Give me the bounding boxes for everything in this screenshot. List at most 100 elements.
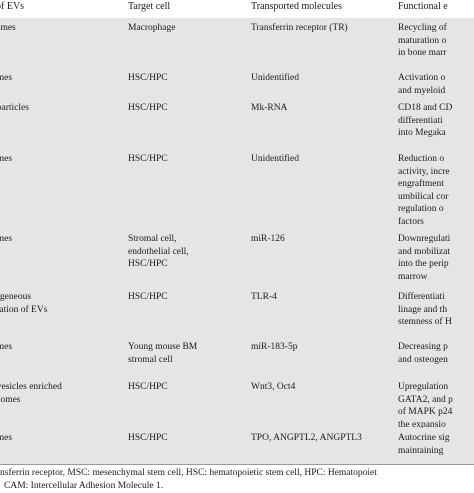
- table-cell-c1: omes: [0, 341, 110, 354]
- table-row: rogeneous ulation of EVs HSC/HPC TLR-4 Diffe…: [0, 287, 474, 338]
- cell-text-line: stromal cell: [128, 354, 173, 365]
- table-cell-c1: omes: [0, 432, 110, 445]
- cell-text-line: and osteogen: [398, 354, 448, 365]
- table-cell-c3: Transferrin receptor (TR): [251, 22, 391, 35]
- cell-text-line: into Megaka: [398, 128, 446, 139]
- table-cell-c2: HSC/HPC: [128, 291, 246, 304]
- footnote-line-2: CAM: Intercellular Adhesion Molecule 1.: [4, 481, 164, 491]
- table-cell-c3: Mk-RNA: [251, 102, 391, 115]
- table-cell-c3: miR-183-5p: [251, 341, 391, 354]
- cell-text-line: Autocrine sig: [398, 433, 450, 443]
- table-row: omes Young mouse BM stromal cell miR-183-5p…: [0, 337, 474, 378]
- cell-text-line: Unidentified: [251, 154, 300, 164]
- cell-text-line: GATA2, and p: [398, 394, 453, 405]
- cell-text-line: TPO, ANGPTL2, ANGPTL3: [251, 433, 362, 443]
- cell-text-line: the expansio: [398, 419, 446, 430]
- cell-text-line: HSC/HPC: [128, 103, 168, 113]
- table-cell-c3: Unidentified: [251, 72, 391, 85]
- cell-text-line: TLR-4: [251, 292, 277, 302]
- cell-text-line: maintaining: [398, 445, 444, 456]
- table-cell-c3: TPO, ANGPTL2, ANGPTL3: [251, 432, 391, 445]
- cell-text-line: and myeloid: [398, 85, 446, 96]
- cell-text-line: HSC/HPC: [128, 433, 168, 443]
- cell-text-line: Macrophage: [128, 23, 176, 33]
- table-row: oparticles HSC/HPC Mk-RNA CD18 and CD differ…: [0, 98, 474, 150]
- cell-text-line: Unidentified: [251, 73, 300, 83]
- table-cell-c3: TLR-4: [251, 291, 391, 304]
- cell-text-line: omes: [0, 433, 13, 443]
- cell-text-line: ovesicles enriched: [0, 382, 62, 392]
- footnote-line-1: nsferrin receptor, MSC: mesenchymal stem…: [0, 468, 377, 478]
- table-row: omes HSC/HPC TPO, ANGPTL2, ANGPTL3 Autocrin…: [0, 428, 474, 465]
- cell-text-line: HSC/HPC: [128, 259, 168, 270]
- cell-text-line: Decreasing p: [398, 342, 448, 352]
- table-cell-c2: HSC/HPC: [128, 432, 246, 445]
- table-row: omes Stromal cell, endothelial cell, HSC/HP…: [0, 229, 474, 288]
- cell-text-line: umbilical cor: [398, 191, 449, 202]
- table-cell-c4: Upregulation GATA2, and p of MAPK p24 the e…: [398, 381, 474, 431]
- cell-text-line: osomes: [0, 394, 21, 405]
- cell-text-line: in bone marr: [398, 48, 447, 59]
- table-cell-c2: Macrophage: [128, 22, 246, 35]
- header-transported-molecules: Transported molecules: [251, 1, 343, 12]
- table-cell-c1: omes: [0, 153, 110, 166]
- table-cell-c4: Differentiati linage and th stemness of H: [398, 291, 474, 329]
- cell-text-line: Transferrin receptor (TR): [251, 23, 348, 33]
- table-cell-c4: Autocrine sig maintaining: [398, 432, 474, 457]
- table-cell-c1: omes: [0, 233, 110, 246]
- cell-text-line: engraftment: [398, 179, 444, 190]
- table-row: omes HSC/HPC Unidentified Reduction o activi…: [0, 149, 474, 230]
- cell-text-line: HSC/HPC: [128, 154, 168, 164]
- table-cell-c1: rogeneous ulation of EVs: [0, 291, 110, 316]
- cell-text-line: miR-183-5p: [251, 342, 298, 352]
- cell-text-line: Differentiati: [398, 292, 445, 302]
- cell-text-line: omes: [0, 234, 13, 244]
- cell-text-line: HSC/HPC: [128, 382, 168, 392]
- table-header: of EVs Target cell Transported molecules…: [0, 0, 474, 19]
- table-cell-c3: Unidentified: [251, 153, 391, 166]
- cell-text-line: Upregulation: [398, 382, 449, 392]
- table-cell-c2: HSC/HPC: [128, 153, 246, 166]
- cell-text-line: Stromal cell,: [128, 234, 177, 244]
- header-functional-effect: Functional e: [398, 1, 448, 12]
- table-cell-c4: Decreasing p and osteogen: [398, 341, 474, 366]
- table-row: omes HSC/HPC Unidentified Activation o and m…: [0, 68, 474, 99]
- cell-text-line: regulation o: [398, 204, 444, 215]
- cell-text-line: Recycling of: [398, 23, 447, 33]
- header-ev-type: of EVs: [0, 1, 25, 12]
- cell-text-line: somes: [0, 23, 16, 33]
- cell-text-line: and mobilizat: [398, 246, 450, 257]
- cell-text-line: Mk-RNA: [251, 103, 288, 113]
- table-cell-c2: HSC/HPC: [128, 72, 246, 85]
- table-cell-c4: CD18 and CD differentiati into Megaka: [398, 102, 474, 140]
- cell-text-line: omes: [0, 73, 13, 83]
- table-cell-c1: oparticles: [0, 102, 110, 115]
- cell-text-line: endothelial cell,: [128, 246, 189, 257]
- cell-text-line: omes: [0, 154, 13, 164]
- cell-text-line: maturation o: [398, 35, 447, 46]
- cell-text-line: miR-126: [251, 234, 285, 244]
- cell-text-line: of MAPK p24: [398, 407, 453, 418]
- cell-text-line: activity, incre: [398, 166, 450, 177]
- table-cell-c4: Activation o and myeloid: [398, 72, 474, 97]
- table-cell-c3: miR-126: [251, 233, 391, 246]
- table-cell-c2: Young mouse BM stromal cell: [128, 341, 246, 366]
- cell-text-line: Downregulati: [398, 234, 451, 244]
- cell-text-line: Activation o: [398, 73, 446, 83]
- cell-text-line: into the perip: [398, 259, 449, 270]
- table-cell-c1: somes: [0, 22, 110, 35]
- table-cell-c4: Reduction o activity, incre engraftment umb…: [398, 153, 474, 229]
- cell-text-line: marrow: [398, 271, 428, 282]
- table-footnote: nsferrin receptor, MSC: mesenchymal stem…: [0, 467, 474, 493]
- table-cell-c4: Downregulati and mobilizat into the perip m…: [398, 233, 474, 283]
- table-cell-c2: HSC/HPC: [128, 381, 246, 394]
- cell-text-line: HSC/HPC: [128, 292, 168, 302]
- cell-text-line: differentiati: [398, 115, 443, 126]
- cell-text-line: Reduction o: [398, 154, 445, 164]
- cell-text-line: omes: [0, 342, 13, 352]
- cell-text-line: stemness of H: [398, 317, 452, 328]
- table-cell-c3: Wnt3, Oct4: [251, 381, 391, 394]
- table-row: somes Macrophage Transferrin receptor (TR)…: [0, 18, 474, 69]
- table-cell-c4: Recycling of maturation o in bone marr: [398, 22, 474, 60]
- cell-text-line: linage and th: [398, 304, 448, 315]
